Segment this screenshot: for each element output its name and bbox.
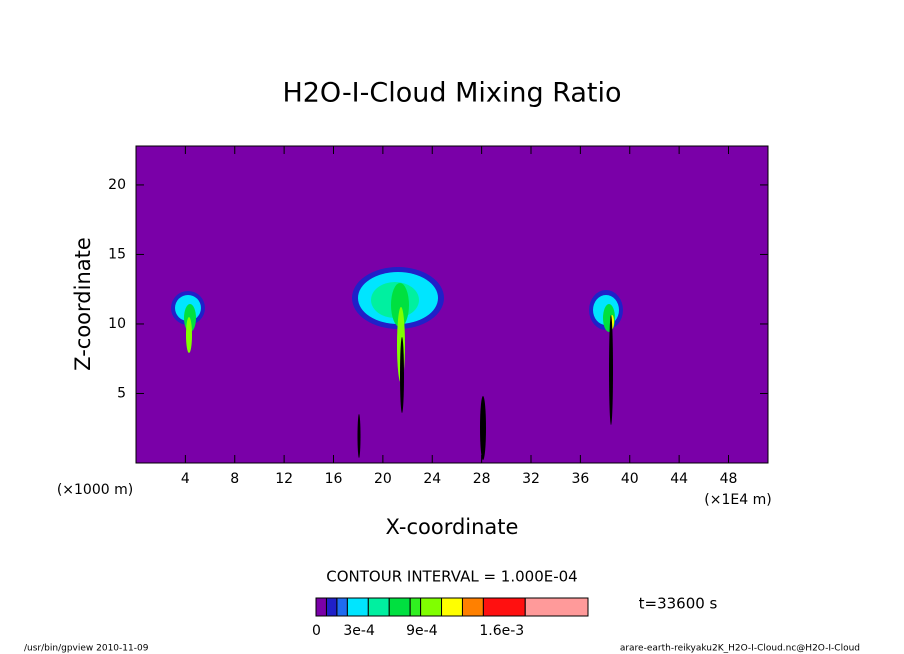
x-unit: (×1E4 m) xyxy=(704,492,771,508)
colorbar-label: 0 xyxy=(312,623,321,639)
x-tick-label: 12 xyxy=(275,471,293,487)
colorbar-box xyxy=(482,597,526,617)
contour-interval: CONTOUR INTERVAL = 1.000E-04 xyxy=(326,568,577,586)
colorbar-box xyxy=(388,597,411,617)
y-tick-label: 20 xyxy=(108,177,126,193)
colorbar-box xyxy=(524,597,589,617)
x-tick-label: 32 xyxy=(522,471,540,487)
colorbar-box xyxy=(409,597,422,617)
colorbar-box xyxy=(441,597,463,617)
colorbar-label: 9e-4 xyxy=(406,623,438,639)
colorbar-label: 1.6e-3 xyxy=(479,623,524,639)
x-tick-label: 44 xyxy=(670,471,688,487)
colorbar-box xyxy=(315,597,327,617)
x-tick-label: 16 xyxy=(325,471,343,487)
x-tick-label: 36 xyxy=(571,471,589,487)
time-label: t=33600 s xyxy=(639,595,718,613)
colorbar-label: 3e-4 xyxy=(343,623,375,639)
contour-field xyxy=(171,267,623,460)
x-unit: (×1000 m) xyxy=(57,482,133,498)
colorbar-box xyxy=(346,597,369,617)
plot-area xyxy=(135,145,769,464)
x-tick-label: 28 xyxy=(473,471,491,487)
colorbar-box xyxy=(367,597,390,617)
x-axis-label: X-coordinate xyxy=(386,515,519,539)
x-tick-label: 8 xyxy=(230,471,239,487)
footer: arare-earth-reikyaku2K_H2O-I-Cloud.nc@H2… xyxy=(620,644,860,654)
colorbar-box xyxy=(420,597,443,617)
x-tick-label: 24 xyxy=(423,471,441,487)
footer: /usr/bin/gpview 2010-11-09 xyxy=(24,644,149,654)
colorbar-box xyxy=(336,597,348,617)
y-tick-label: 10 xyxy=(108,316,126,332)
y-tick-label: 15 xyxy=(108,246,126,262)
y-axis-label: Z-coordinate xyxy=(71,237,95,371)
colorbar-box xyxy=(461,597,484,617)
x-tick-label: 40 xyxy=(621,471,639,487)
colorbar-box xyxy=(325,597,338,617)
y-tick-label: 5 xyxy=(117,385,126,401)
x-tick-label: 4 xyxy=(181,471,190,487)
chart-title: H2O-I-Cloud Mixing Ratio xyxy=(282,78,621,109)
x-tick-label: 20 xyxy=(374,471,392,487)
x-tick-label: 48 xyxy=(720,471,738,487)
